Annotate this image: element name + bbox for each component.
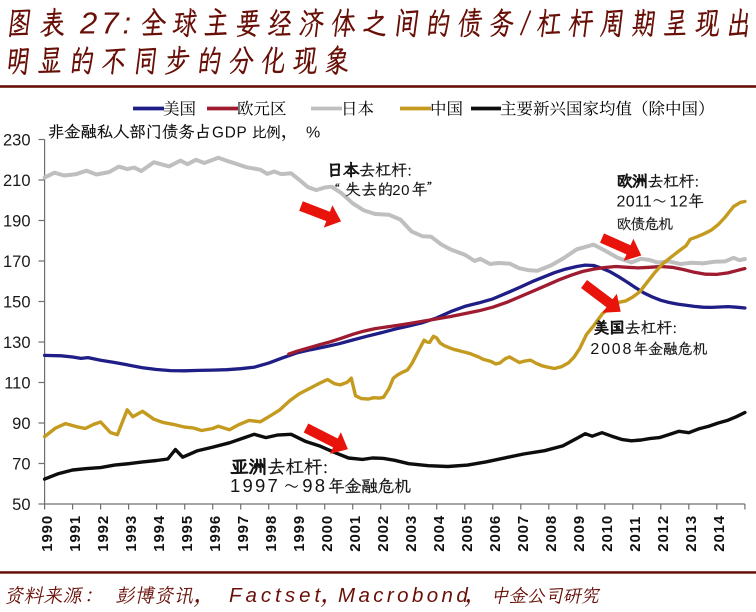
svg-text:170: 170 <box>3 253 31 271</box>
svg-text:1997: 1997 <box>235 515 252 552</box>
svg-text:1993: 1993 <box>123 515 140 552</box>
svg-text:98: 98 <box>302 475 327 496</box>
svg-text:Factset: Factset <box>229 584 324 607</box>
svg-text:2001: 2001 <box>347 515 364 552</box>
svg-text:1997: 1997 <box>230 475 280 496</box>
svg-text:130: 130 <box>3 334 31 352</box>
svg-text:90: 90 <box>12 415 30 433</box>
svg-text:70: 70 <box>12 456 30 474</box>
svg-text:2012: 2012 <box>655 515 672 552</box>
svg-text:2008: 2008 <box>590 341 633 358</box>
svg-text:1998: 1998 <box>263 515 280 552</box>
svg-text:2010: 2010 <box>599 515 616 552</box>
svg-text:2011: 2011 <box>617 194 653 211</box>
svg-text:1992: 1992 <box>95 515 112 552</box>
svg-text:210: 210 <box>3 172 31 190</box>
svg-text:2014: 2014 <box>711 515 728 552</box>
svg-text:27:: 27: <box>79 6 135 41</box>
svg-text:230: 230 <box>3 132 31 150</box>
svg-text:2007: 2007 <box>515 515 532 552</box>
svg-text:2013: 2013 <box>683 515 700 552</box>
svg-text:%: % <box>306 124 320 141</box>
svg-text:12: 12 <box>670 194 688 211</box>
svg-text:190: 190 <box>3 213 31 231</box>
svg-text:2011: 2011 <box>627 516 644 552</box>
svg-text:2002: 2002 <box>375 515 392 552</box>
svg-text:50: 50 <box>12 496 30 514</box>
svg-text:2008: 2008 <box>543 515 560 552</box>
svg-text:20: 20 <box>392 182 410 199</box>
svg-text:150: 150 <box>3 294 31 312</box>
svg-text:1999: 1999 <box>291 515 308 552</box>
svg-text:110: 110 <box>4 375 30 393</box>
svg-text:1990: 1990 <box>39 515 56 552</box>
svg-text:2009: 2009 <box>571 515 588 552</box>
svg-text:GDP: GDP <box>212 124 248 141</box>
svg-text:2006: 2006 <box>487 515 504 552</box>
svg-text:1995: 1995 <box>179 515 196 552</box>
svg-text:1991: 1991 <box>67 515 84 552</box>
svg-text:Macrobond: Macrobond <box>338 584 471 607</box>
svg-text:2005: 2005 <box>459 515 476 552</box>
svg-text:2004: 2004 <box>431 515 448 552</box>
svg-text:1996: 1996 <box>207 515 224 552</box>
svg-text:2003: 2003 <box>403 515 420 552</box>
svg-text:2000: 2000 <box>319 515 336 552</box>
svg-text:1994: 1994 <box>151 515 168 552</box>
